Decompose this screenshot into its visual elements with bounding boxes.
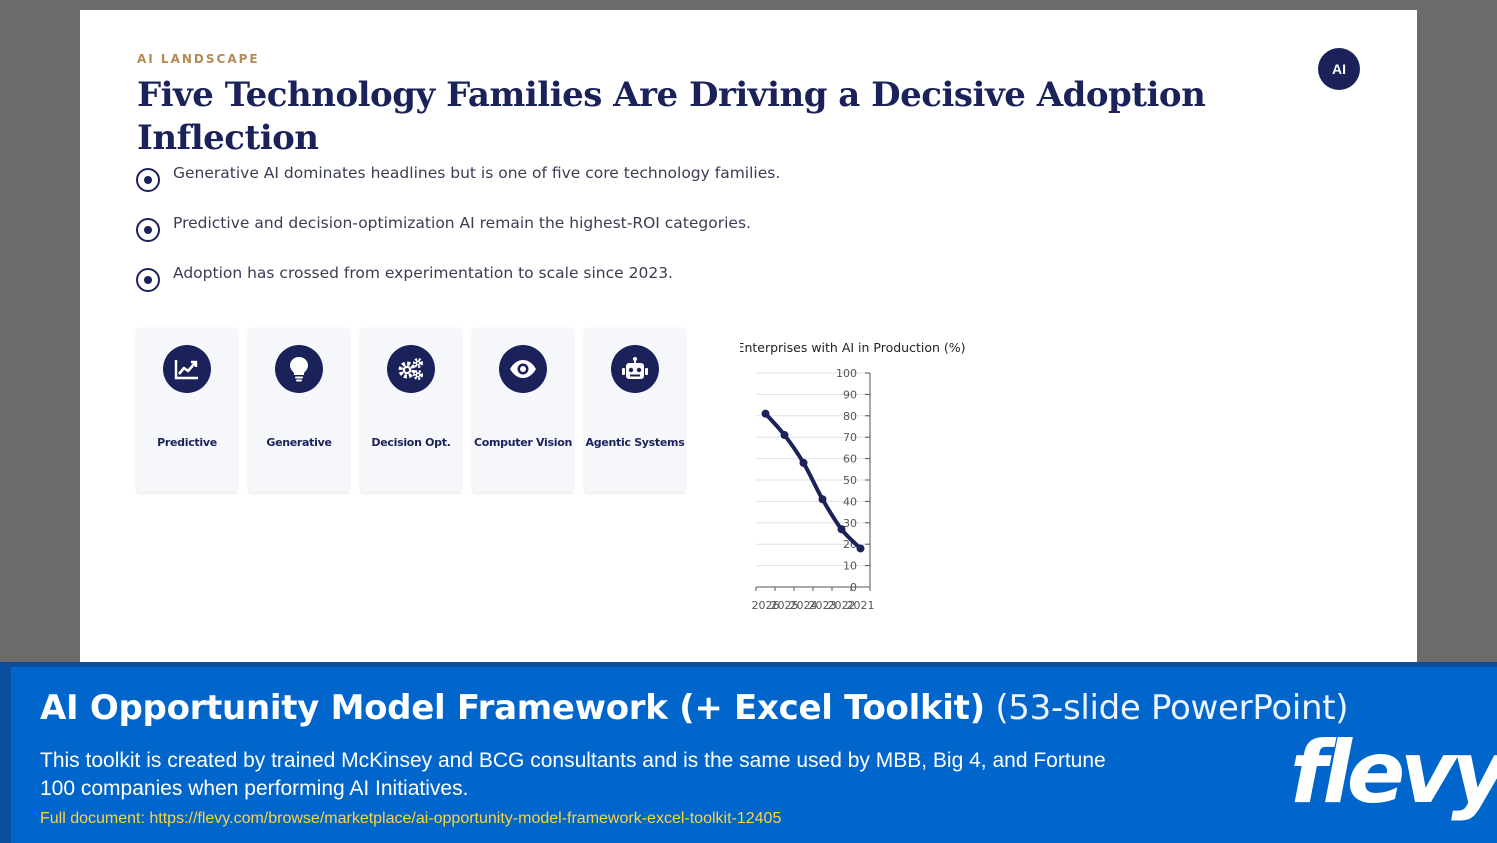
banner-description: This toolkit is created by trained McKin… <box>40 749 1106 800</box>
chart-line-icon <box>163 345 211 393</box>
x-tick-label: 2024 <box>790 599 818 612</box>
robot-icon <box>611 345 659 393</box>
bullet-text: Generative AI dominates headlines but is… <box>173 164 781 182</box>
y-tick-label: 50 <box>843 474 857 487</box>
technology-cards: Predictive Generative Decision Opt. <box>137 328 685 492</box>
x-tick-label: 2021 <box>847 599 875 612</box>
card-decision-opt: Decision Opt. <box>361 328 461 492</box>
slide: AI LANDSCAPE Five Technology Families Ar… <box>80 10 1417 662</box>
bullet-text: Predictive and decision-optimization AI … <box>173 214 751 232</box>
banner-left-strip <box>0 662 11 843</box>
bullet-item: Generative AI dominates headlines but is… <box>136 162 780 212</box>
y-tick-label: 60 <box>843 453 857 466</box>
bullet-text: Adoption has crossed from experimentatio… <box>173 264 673 282</box>
data-point <box>818 495 827 504</box>
target-bullet-icon <box>136 268 160 292</box>
chart-canvas: Share of Enterprises with AI in Producti… <box>740 340 966 612</box>
y-tick-label: 10 <box>843 560 857 573</box>
y-tick-label: 100 <box>836 367 857 380</box>
x-tick-label: 2025 <box>771 599 799 612</box>
y-tick-label: 80 <box>843 410 857 423</box>
lightbulb-icon <box>275 345 323 393</box>
promo-banner <box>0 662 1497 843</box>
chart-title: Share of Enterprises with AI in Producti… <box>740 340 966 355</box>
flevy-logo: flevy <box>1290 723 1497 823</box>
document-link[interactable]: Full document: https://flevy.com/browse/… <box>40 810 782 827</box>
card-computer-vision: Computer Vision <box>473 328 573 492</box>
adoption-line-chart: Share of Enterprises with AI in Producti… <box>740 326 1380 626</box>
banner-title-strong: AI Opportunity Model Framework (+ Excel … <box>40 688 985 728</box>
card-generative: Generative <box>249 328 349 492</box>
slide-eyebrow: AI LANDSCAPE <box>137 52 260 66</box>
card-label: Decision Opt. <box>371 436 451 449</box>
target-bullet-icon <box>136 168 160 192</box>
data-point <box>799 458 808 467</box>
bullet-item: Predictive and decision-optimization AI … <box>136 212 780 262</box>
banner-title-light: (53-slide PowerPoint) <box>995 688 1349 728</box>
y-tick-label: 40 <box>843 495 857 508</box>
banner-top-strip <box>0 662 1497 667</box>
banner-title: AI Opportunity Model Framework (+ Excel … <box>40 688 1349 728</box>
target-bullet-icon <box>136 218 160 242</box>
bullet-list: Generative AI dominates headlines but is… <box>136 162 780 312</box>
card-agentic-systems: Agentic Systems <box>585 328 685 492</box>
ai-badge: AI <box>1318 48 1360 90</box>
y-tick-label: 30 <box>843 517 857 530</box>
card-predictive: Predictive <box>137 328 237 492</box>
data-point <box>780 431 789 440</box>
data-point <box>856 544 865 553</box>
card-label: Agentic Systems <box>585 436 685 449</box>
card-label: Generative <box>266 436 332 449</box>
y-tick-label: 90 <box>843 388 857 401</box>
card-label: Predictive <box>157 436 217 449</box>
x-tick-label: 2023 <box>809 599 837 612</box>
data-point <box>761 409 770 418</box>
gears-icon <box>387 345 435 393</box>
eye-icon <box>499 345 547 393</box>
data-point <box>837 525 846 534</box>
slide-title: Five Technology Families Are Driving a D… <box>137 75 1206 158</box>
card-label: Computer Vision <box>473 436 573 449</box>
bullet-item: Adoption has crossed from experimentatio… <box>136 262 780 312</box>
x-tick-label: 2026 <box>752 599 780 612</box>
y-tick-label: 70 <box>843 431 857 444</box>
x-tick-label: 2022 <box>828 599 856 612</box>
